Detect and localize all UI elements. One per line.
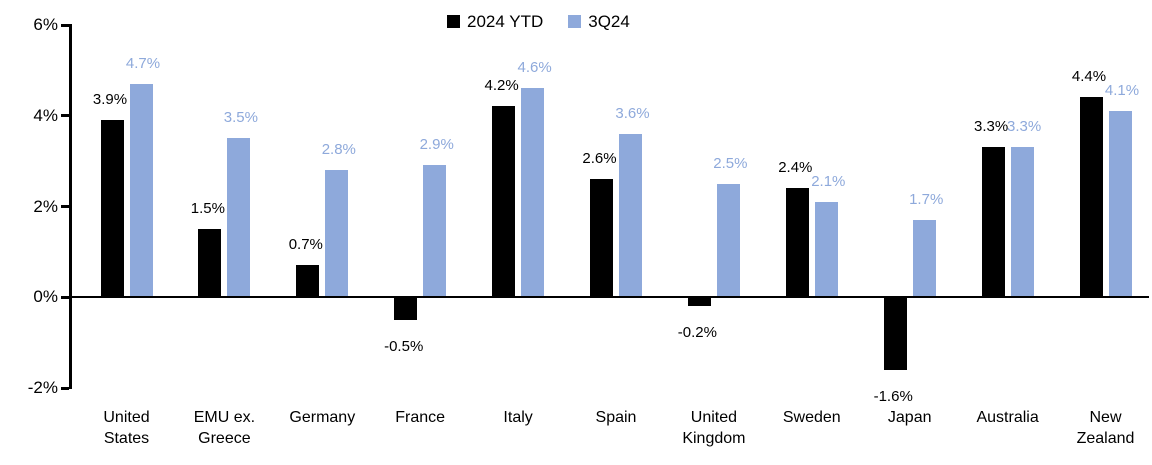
category-label-australia: Australia (976, 409, 1039, 426)
category-label-emu-ex-greece: EMU ex. Greece (193, 409, 256, 447)
category-label-japan: Japan (887, 409, 932, 426)
legend-item-3q24: 3Q24 (568, 13, 630, 30)
category-label-sweden: Sweden (782, 409, 841, 426)
value-label-3q24-germany: 2.8% (321, 140, 356, 158)
value-label-2024ytd-spain: 2.6% (582, 150, 617, 168)
value-label-3q24-sweden: 2.1% (811, 172, 846, 190)
value-label-2024ytd-sweden: 2.4% (778, 159, 813, 177)
value-label-2024ytd-italy: 4.2% (484, 77, 519, 95)
y-axis-tick-label: 6% (33, 15, 58, 34)
bar-3q24-sweden (814, 201, 838, 297)
category-label-united-kingdom: United Kingdom (682, 409, 746, 447)
y-axis-tick-label: 2% (33, 196, 58, 216)
bar-2024ytd-italy (492, 106, 516, 297)
value-label-3q24-australia: 3.3% (1006, 118, 1042, 136)
y-axis-tick (61, 386, 69, 390)
value-label-3q24-spain: 3.6% (615, 104, 650, 122)
bar-3q24-italy (521, 88, 545, 297)
value-label-3q24-france: 2.9% (419, 136, 454, 154)
bar-3q24-spain (619, 133, 642, 297)
category-label-new-zealand: New Zealand (1076, 409, 1135, 447)
value-label-2024ytd-united-kingdom: -0.2% (677, 324, 717, 342)
legend-label-3q24: 3Q24 (588, 12, 630, 31)
bar-2024ytd-new-zealand (1079, 97, 1103, 297)
bar-3q24-united-states (129, 83, 153, 297)
value-label-2024ytd-united-states: 3.9% (92, 91, 128, 109)
bar-2024ytd-germany (296, 265, 320, 297)
bar-3q24-france (423, 165, 447, 297)
value-label-3q24-new-zealand: 4.1% (1104, 81, 1140, 99)
bar-3q24-germany (325, 169, 349, 297)
value-label-2024ytd-france: -0.5% (384, 337, 424, 355)
legend-swatch-3q24 (568, 15, 582, 28)
chart-legend: 2024 YTD 3Q24 (447, 13, 630, 30)
bar-3q24-united-kingdom (716, 183, 740, 297)
category-label-italy: Italy (503, 409, 533, 426)
bar-2024ytd-australia (981, 147, 1005, 297)
bar-2024ytd-sweden (785, 188, 809, 297)
bar-2024ytd-united-kingdom (687, 297, 711, 307)
bar-2024ytd-united-states (100, 120, 124, 297)
value-label-3q24-emu-ex-greece: 3.5% (223, 109, 258, 127)
value-label-3q24-united-states: 4.7% (125, 54, 161, 72)
y-axis-tick-label: 4% (33, 105, 58, 125)
value-label-3q24-japan: 1.7% (909, 190, 944, 208)
value-label-2024ytd-germany: 0.7% (288, 236, 323, 254)
value-label-2024ytd-emu-ex-greece: 1.5% (190, 199, 225, 217)
bar-2024ytd-france (394, 297, 418, 320)
zero-baseline (69, 296, 1149, 298)
y-axis-tick-label: -2% (27, 378, 58, 397)
value-label-3q24-italy: 4.6% (517, 59, 552, 77)
bar-2024ytd-emu-ex-greece (198, 228, 222, 297)
value-label-2024ytd-new-zealand: 4.4% (1071, 68, 1107, 86)
bar-3q24-emu-ex-greece (227, 138, 251, 297)
y-axis-tick (61, 295, 69, 299)
y-axis-tick (61, 23, 69, 27)
value-label-2024ytd-australia: 3.3% (973, 118, 1009, 136)
bar-2024ytd-spain (590, 179, 613, 297)
y-axis-tick (61, 205, 69, 208)
bar-3q24-australia (1010, 147, 1034, 297)
bar-2024ytd-japan (883, 297, 907, 370)
legend-item-2024-ytd: 2024 YTD (447, 13, 543, 30)
value-label-3q24-united-kingdom: 2.5% (713, 154, 748, 172)
category-label-france: France (395, 409, 446, 426)
bar-3q24-new-zealand (1108, 110, 1132, 297)
legend-swatch-2024-ytd (447, 15, 460, 28)
value-label-2024ytd-japan: -1.6% (873, 387, 913, 405)
category-label-germany: Germany (289, 409, 356, 426)
legend-label-2024-ytd: 2024 YTD (467, 12, 544, 31)
category-label-united-states: United States (103, 409, 150, 447)
bar-3q24-japan (912, 219, 936, 297)
y-axis-line (69, 24, 72, 389)
y-axis-tick-label: 0% (33, 287, 58, 307)
category-label-spain: Spain (595, 409, 637, 426)
y-axis-tick (61, 114, 69, 118)
